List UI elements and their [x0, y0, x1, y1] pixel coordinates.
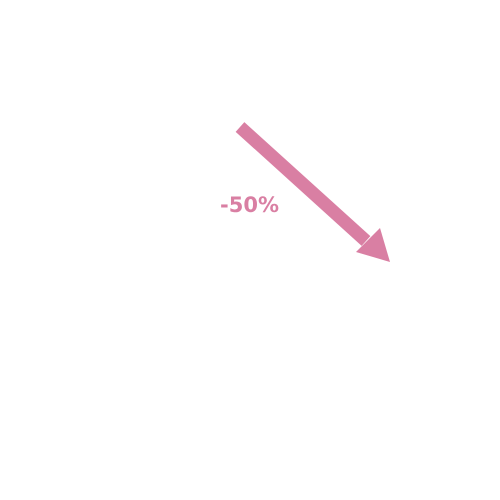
percent-change-label: -50% — [220, 193, 279, 217]
arrow-head — [356, 228, 390, 262]
arrow-shaft — [235, 122, 371, 246]
